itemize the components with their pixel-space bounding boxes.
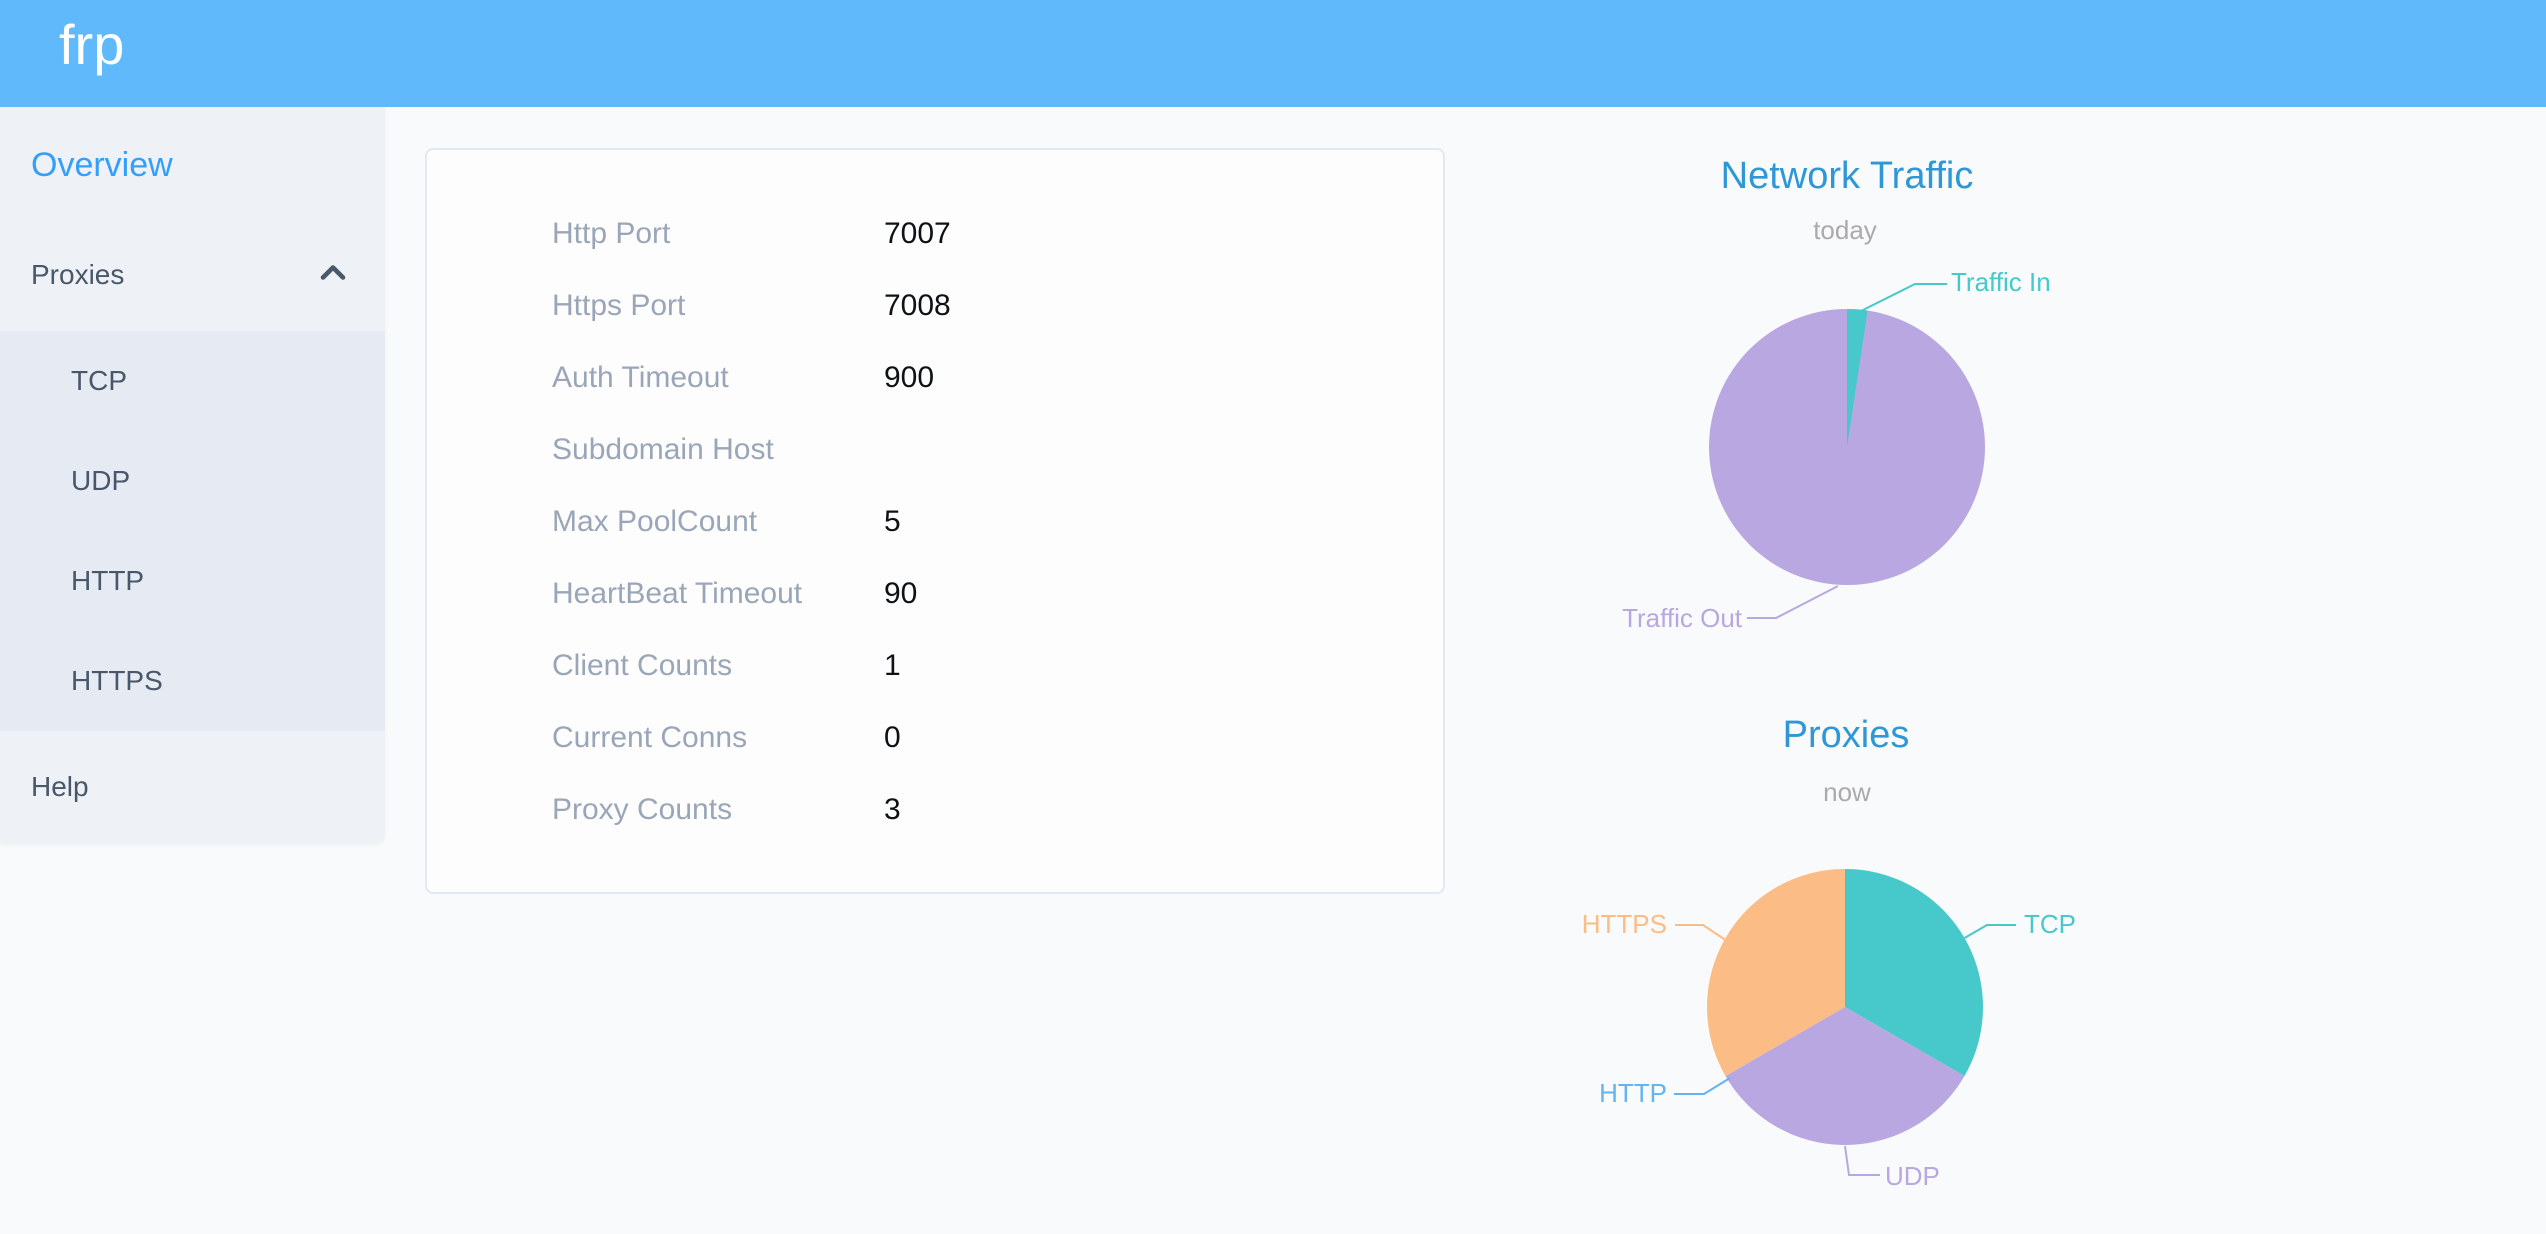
svg-text:HTTP: HTTP [1599,1078,1667,1108]
svg-text:Network Traffic: Network Traffic [1721,155,1974,197]
svg-text:Traffic In: Traffic In [1951,267,2051,297]
svg-text:HTTPS: HTTPS [1582,909,1667,939]
svg-text:TCP: TCP [2024,909,2076,939]
svg-text:Traffic Out: Traffic Out [1622,603,1743,633]
svg-text:UDP: UDP [1885,1161,1940,1191]
svg-text:now: now [1823,777,1871,807]
svg-text:today: today [1813,215,1877,245]
svg-text:Proxies: Proxies [1783,714,1910,756]
